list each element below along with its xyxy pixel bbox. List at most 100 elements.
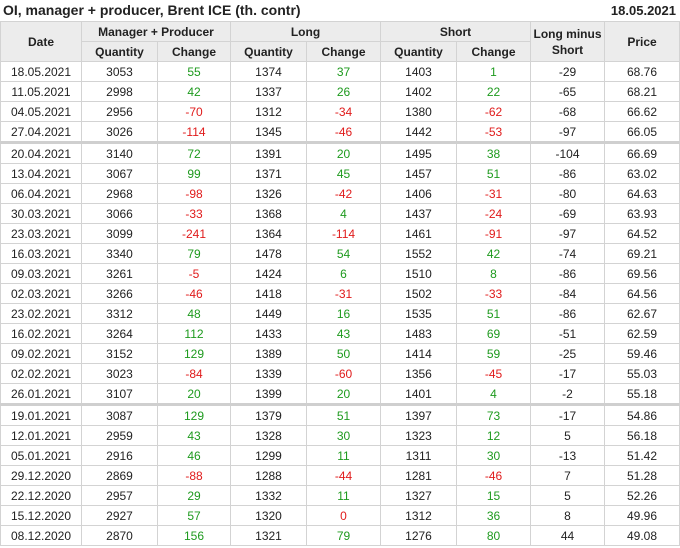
cell-mp-change: -114 bbox=[157, 121, 231, 143]
report-title: OI, manager + producer, Brent ICE (th. c… bbox=[3, 2, 301, 18]
table-row: 18.05.2021 3053 55 1374 37 1403 1 -29 68.76 bbox=[0, 61, 680, 82]
cell-mp-change: 72 bbox=[157, 141, 231, 164]
header-date: Date bbox=[0, 21, 82, 62]
cell-long-minus-short: -65 bbox=[530, 81, 606, 102]
header-short-change: Change bbox=[456, 41, 532, 62]
cell-long-change: -34 bbox=[305, 101, 382, 122]
cell-long-minus-short: -80 bbox=[530, 183, 606, 204]
cell-long-change: 37 bbox=[305, 61, 382, 82]
header-manager-producer: Manager + Producer bbox=[81, 21, 231, 42]
cell-mp-quantity: 3312 bbox=[81, 303, 158, 324]
cell-short-change: 69 bbox=[456, 323, 532, 344]
cell-short-quantity: 1281 bbox=[380, 465, 458, 486]
cell-price: 68.76 bbox=[604, 61, 680, 82]
cell-price: 55.03 bbox=[604, 363, 680, 384]
cell-short-quantity: 1403 bbox=[380, 61, 458, 82]
cell-date: 02.02.2021 bbox=[0, 363, 82, 384]
cell-price: 49.08 bbox=[604, 525, 680, 546]
cell-long-quantity: 1368 bbox=[230, 203, 307, 224]
cell-short-change: 38 bbox=[456, 141, 532, 164]
cell-long-change: 11 bbox=[305, 485, 382, 506]
cell-long-minus-short: -74 bbox=[530, 243, 606, 264]
cell-short-change: 8 bbox=[456, 263, 532, 284]
cell-mp-change: -241 bbox=[157, 223, 231, 244]
cell-long-minus-short: -84 bbox=[530, 283, 606, 304]
table-row: 23.03.2021 3099 -241 1364 -114 1461 -91 -97 64.5… bbox=[0, 223, 680, 244]
cell-long-quantity: 1299 bbox=[230, 445, 307, 466]
cell-mp-quantity: 2870 bbox=[81, 525, 158, 546]
cell-mp-change: 112 bbox=[157, 323, 231, 344]
cell-long-change: 26 bbox=[305, 81, 382, 102]
cell-date: 11.05.2021 bbox=[0, 81, 82, 102]
cell-long-quantity: 1389 bbox=[230, 343, 307, 364]
cell-long-minus-short: -97 bbox=[530, 223, 606, 244]
cell-mp-change: 43 bbox=[157, 425, 231, 446]
cell-long-quantity: 1339 bbox=[230, 363, 307, 384]
cell-price: 69.56 bbox=[604, 263, 680, 284]
cell-long-minus-short: -86 bbox=[530, 163, 606, 184]
cell-long-minus-short: -17 bbox=[530, 403, 606, 426]
cell-short-quantity: 1323 bbox=[380, 425, 458, 446]
cell-long-quantity: 1418 bbox=[230, 283, 307, 304]
cell-long-change: 16 bbox=[305, 303, 382, 324]
cell-long-minus-short: 8 bbox=[530, 505, 606, 526]
cell-long-quantity: 1337 bbox=[230, 81, 307, 102]
cell-date: 12.01.2021 bbox=[0, 425, 82, 446]
cell-mp-change: 79 bbox=[157, 243, 231, 264]
cell-long-quantity: 1328 bbox=[230, 425, 307, 446]
cell-mp-change: -70 bbox=[157, 101, 231, 122]
cell-mp-change: 48 bbox=[157, 303, 231, 324]
cell-mp-quantity: 3099 bbox=[81, 223, 158, 244]
cell-mp-quantity: 3067 bbox=[81, 163, 158, 184]
cell-long-quantity: 1374 bbox=[230, 61, 307, 82]
cell-mp-change: -88 bbox=[157, 465, 231, 486]
cell-date: 18.05.2021 bbox=[0, 61, 82, 82]
cell-date: 16.02.2021 bbox=[0, 323, 82, 344]
cell-short-change: 36 bbox=[456, 505, 532, 526]
cell-price: 68.21 bbox=[604, 81, 680, 102]
cell-price: 56.18 bbox=[604, 425, 680, 446]
cell-long-change: 30 bbox=[305, 425, 382, 446]
cell-date: 29.12.2020 bbox=[0, 465, 82, 486]
cell-short-quantity: 1327 bbox=[380, 485, 458, 506]
title-bar: OI, manager + producer, Brent ICE (th. c… bbox=[0, 0, 680, 21]
table-row: 27.04.2021 3026 -114 1345 -46 1442 -53 -97 66.05 bbox=[0, 121, 680, 143]
cell-date: 02.03.2021 bbox=[0, 283, 82, 304]
cell-price: 64.52 bbox=[604, 223, 680, 244]
cell-mp-quantity: 2968 bbox=[81, 183, 158, 204]
cell-date: 27.04.2021 bbox=[0, 121, 82, 143]
cell-long-minus-short: 5 bbox=[530, 425, 606, 446]
cell-short-change: -31 bbox=[456, 183, 532, 204]
cell-long-quantity: 1478 bbox=[230, 243, 307, 264]
cell-mp-change: 129 bbox=[157, 343, 231, 364]
cell-mp-quantity: 2869 bbox=[81, 465, 158, 486]
cell-mp-change: 42 bbox=[157, 81, 231, 102]
cell-short-quantity: 1552 bbox=[380, 243, 458, 264]
cell-short-quantity: 1414 bbox=[380, 343, 458, 364]
cell-mp-quantity: 3140 bbox=[81, 141, 158, 164]
cell-short-quantity: 1401 bbox=[380, 383, 458, 405]
table-row: 26.01.2021 3107 20 1399 20 1401 4 -2 55.18 bbox=[0, 383, 680, 405]
cell-long-quantity: 1320 bbox=[230, 505, 307, 526]
cell-long-minus-short: 5 bbox=[530, 485, 606, 506]
cell-short-quantity: 1276 bbox=[380, 525, 458, 546]
cell-long-change: 11 bbox=[305, 445, 382, 466]
cell-date: 23.02.2021 bbox=[0, 303, 82, 324]
cell-long-quantity: 1288 bbox=[230, 465, 307, 486]
cell-long-minus-short: -17 bbox=[530, 363, 606, 384]
cell-mp-change: -46 bbox=[157, 283, 231, 304]
table-row: 13.04.2021 3067 99 1371 45 1457 51 -86 63.02 bbox=[0, 163, 680, 184]
cell-long-minus-short: -86 bbox=[530, 303, 606, 324]
cell-mp-quantity: 2916 bbox=[81, 445, 158, 466]
table-row: 23.02.2021 3312 48 1449 16 1535 51 -86 62.67 bbox=[0, 303, 680, 324]
cell-price: 51.28 bbox=[604, 465, 680, 486]
header-short: Short bbox=[380, 21, 532, 42]
table-row: 29.12.2020 2869 -88 1288 -44 1281 -46 7 51.28 bbox=[0, 465, 680, 486]
cell-long-minus-short: -68 bbox=[530, 101, 606, 122]
cell-long-change: 20 bbox=[305, 141, 382, 164]
cell-date: 08.12.2020 bbox=[0, 525, 82, 546]
cell-mp-quantity: 3053 bbox=[81, 61, 158, 82]
table-row: 12.01.2021 2959 43 1328 30 1323 12 5 56.18 bbox=[0, 425, 680, 446]
cell-price: 69.21 bbox=[604, 243, 680, 264]
cell-mp-quantity: 3152 bbox=[81, 343, 158, 364]
